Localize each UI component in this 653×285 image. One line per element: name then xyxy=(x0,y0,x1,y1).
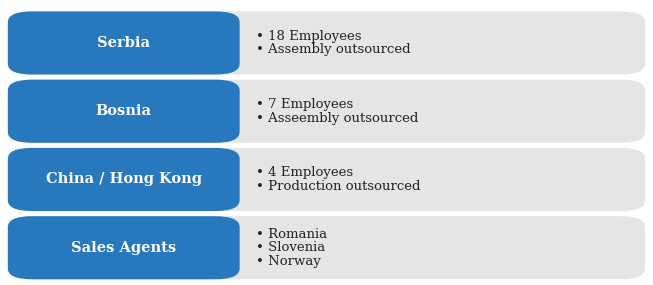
Text: Serbia: Serbia xyxy=(97,36,150,50)
FancyBboxPatch shape xyxy=(8,216,240,279)
FancyBboxPatch shape xyxy=(8,80,240,143)
Text: • Assembly outsourced: • Assembly outsourced xyxy=(256,43,411,56)
Text: • Slovenia: • Slovenia xyxy=(256,241,325,254)
FancyBboxPatch shape xyxy=(8,148,645,211)
Text: • Asseembly outsourced: • Asseembly outsourced xyxy=(256,111,419,125)
Text: • 4 Employees: • 4 Employees xyxy=(256,166,353,179)
Text: Bosnia: Bosnia xyxy=(96,104,151,118)
Text: • Romania: • Romania xyxy=(256,227,327,241)
FancyBboxPatch shape xyxy=(8,148,240,211)
Text: China / Hong Kong: China / Hong Kong xyxy=(46,172,202,186)
Text: • Norway: • Norway xyxy=(256,255,321,268)
FancyBboxPatch shape xyxy=(8,11,240,75)
Text: • Production outsourced: • Production outsourced xyxy=(256,180,421,193)
FancyBboxPatch shape xyxy=(8,11,645,75)
Text: • 7 Employees: • 7 Employees xyxy=(256,98,353,111)
FancyBboxPatch shape xyxy=(8,216,645,279)
Text: Sales Agents: Sales Agents xyxy=(71,241,176,255)
FancyBboxPatch shape xyxy=(8,80,645,143)
Text: • 18 Employees: • 18 Employees xyxy=(256,30,362,43)
